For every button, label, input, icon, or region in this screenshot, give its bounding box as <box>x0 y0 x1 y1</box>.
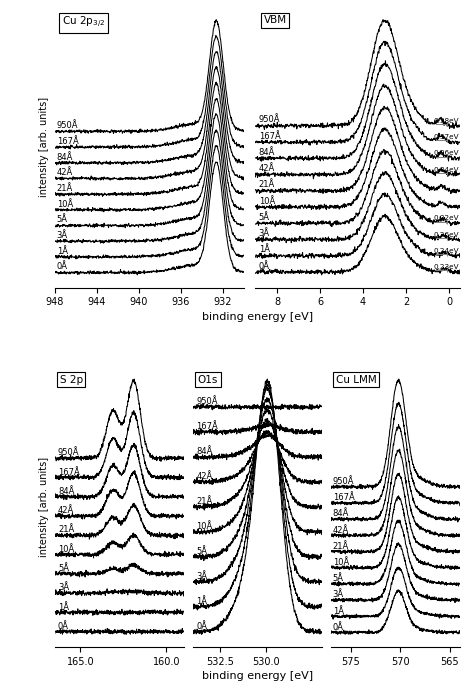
Text: 42Å: 42Å <box>56 168 73 177</box>
Text: 5Å: 5Å <box>56 215 68 224</box>
Text: 167Å: 167Å <box>58 468 80 477</box>
Text: 42Å: 42Å <box>259 164 275 173</box>
Text: 3Å: 3Å <box>196 572 208 581</box>
Text: 42Å: 42Å <box>58 506 74 515</box>
Text: 21Å: 21Å <box>259 181 275 190</box>
Text: 0Å: 0Å <box>259 262 270 271</box>
Text: 84Å: 84Å <box>56 152 73 161</box>
Text: S 2p: S 2p <box>60 374 83 385</box>
Text: 1Å: 1Å <box>56 246 68 255</box>
Text: 3Å: 3Å <box>333 590 344 599</box>
Text: 21Å: 21Å <box>56 184 73 193</box>
Text: 84Å: 84Å <box>58 486 74 496</box>
Text: 0.37eV: 0.37eV <box>433 134 459 140</box>
Text: 84Å: 84Å <box>333 509 349 518</box>
Text: 1Å: 1Å <box>259 246 270 255</box>
Text: 3Å: 3Å <box>259 229 270 238</box>
Text: 10Å: 10Å <box>333 558 349 567</box>
Text: 42Å: 42Å <box>196 472 212 481</box>
Text: 5Å: 5Å <box>259 213 270 222</box>
Text: 10Å: 10Å <box>259 197 275 206</box>
Y-axis label: intensity [arb. units]: intensity [arb. units] <box>39 98 49 197</box>
Text: binding energy [eV]: binding energy [eV] <box>201 312 313 322</box>
Text: Cu 2p$_{3/2}$: Cu 2p$_{3/2}$ <box>62 15 105 30</box>
Text: 10Å: 10Å <box>56 199 73 208</box>
Text: 167Å: 167Å <box>333 493 355 502</box>
Text: 0.23eV: 0.23eV <box>433 264 459 270</box>
Text: 950Å: 950Å <box>196 397 218 406</box>
Text: 0Å: 0Å <box>56 262 68 271</box>
Text: Cu LMM: Cu LMM <box>336 374 377 385</box>
Text: 84Å: 84Å <box>196 447 213 456</box>
Text: binding energy [eV]: binding energy [eV] <box>201 671 313 681</box>
Text: 1Å: 1Å <box>58 603 69 612</box>
Text: 21Å: 21Å <box>58 525 74 534</box>
Text: 0.38eV: 0.38eV <box>433 118 459 124</box>
Text: 21Å: 21Å <box>196 497 212 506</box>
Text: 0.32eV: 0.32eV <box>433 215 459 221</box>
Text: VBM: VBM <box>264 15 287 26</box>
Text: 950Å: 950Å <box>58 448 80 457</box>
Text: 1Å: 1Å <box>333 606 344 615</box>
Text: 84Å: 84Å <box>259 148 275 157</box>
Text: 0.36eV: 0.36eV <box>433 150 459 156</box>
Text: 167Å: 167Å <box>56 137 78 146</box>
Text: 0Å: 0Å <box>333 623 344 632</box>
Text: 950Å: 950Å <box>56 121 78 130</box>
Text: 0.24eV: 0.24eV <box>433 248 459 254</box>
Y-axis label: intensity [arb. units]: intensity [arb. units] <box>39 457 49 556</box>
Text: 950Å: 950Å <box>333 477 354 486</box>
Text: O1s: O1s <box>198 374 218 385</box>
Text: 0.26eV: 0.26eV <box>433 232 459 237</box>
Text: 0.34eV: 0.34eV <box>433 167 459 172</box>
Text: 3Å: 3Å <box>56 231 68 240</box>
Text: 167Å: 167Å <box>196 422 218 431</box>
Text: 167Å: 167Å <box>259 131 281 140</box>
Text: 0Å: 0Å <box>58 622 69 631</box>
Text: 10Å: 10Å <box>58 545 74 554</box>
Text: 5Å: 5Å <box>333 574 344 583</box>
Text: 5Å: 5Å <box>196 547 207 556</box>
Text: 0Å: 0Å <box>196 622 207 631</box>
Text: 1Å: 1Å <box>196 597 207 606</box>
Text: 21Å: 21Å <box>333 542 349 551</box>
Text: 10Å: 10Å <box>196 522 212 531</box>
Text: 3Å: 3Å <box>58 583 69 592</box>
Text: 950Å: 950Å <box>259 116 280 125</box>
Text: 5Å: 5Å <box>58 564 69 573</box>
Text: 42Å: 42Å <box>333 526 349 535</box>
